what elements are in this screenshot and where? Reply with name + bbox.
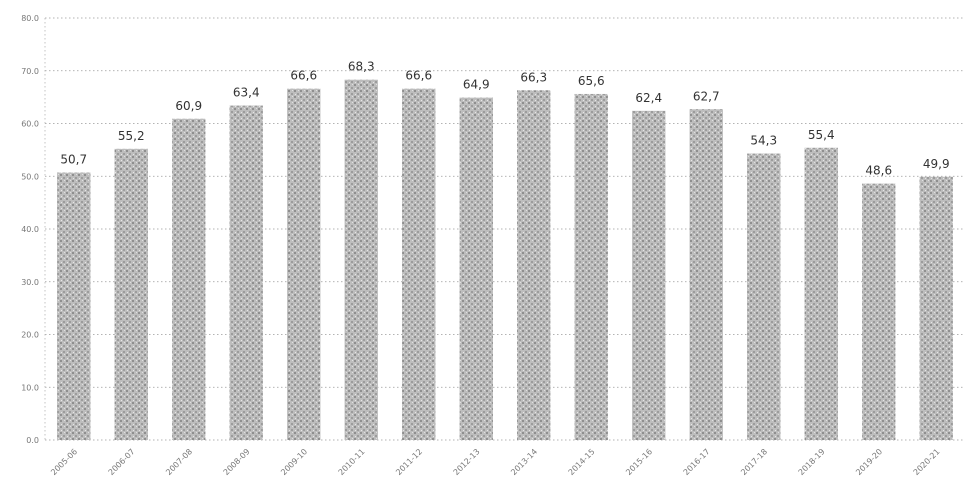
y-tick-label: 80.0 (21, 14, 39, 23)
y-axis: 0.0 10.0 20.0 30.0 40.0 50.0 60.0 70.0 80.0 (21, 14, 46, 445)
bar (517, 90, 551, 440)
x-tick-label: 2018-19 (797, 447, 827, 477)
data-label: 62,4 (635, 91, 662, 105)
bar (172, 118, 206, 440)
y-tick-label: 30.0 (21, 278, 39, 287)
bar (919, 176, 953, 440)
y-tick-label: 0.0 (26, 436, 39, 445)
bar (632, 110, 666, 440)
y-tick-label: 70.0 (21, 67, 39, 76)
bar (689, 109, 723, 440)
x-tick-label: 2012-13 (452, 447, 482, 477)
data-label: 68,3 (348, 60, 375, 74)
x-axis: 2005-06 2006-07 2007-08 2008-09 2009-10 2010-… (49, 447, 942, 477)
bar (114, 148, 148, 440)
data-label: 65,6 (578, 74, 605, 88)
x-tick-label: 2005-06 (49, 447, 79, 477)
bar (287, 88, 321, 440)
data-label: 55,2 (118, 129, 145, 143)
data-label: 66,6 (405, 69, 432, 83)
data-label: 49,9 (923, 157, 950, 171)
x-tick-label: 2013-14 (509, 447, 539, 477)
bar (804, 147, 838, 440)
data-label: 66,3 (520, 70, 547, 84)
bar (459, 97, 493, 440)
bar (229, 105, 263, 440)
bar (57, 172, 91, 440)
y-tick-label: 10.0 (21, 383, 39, 392)
y-tick-label: 60.0 (21, 120, 39, 129)
x-tick-label: 2019-20 (854, 447, 884, 477)
data-label: 50,7 (60, 153, 87, 167)
data-label: 55,4 (808, 128, 835, 142)
y-tick-label: 50.0 (21, 172, 39, 181)
data-label: 66,6 (290, 69, 317, 83)
data-label: 48,6 (865, 164, 892, 178)
data-label: 62,7 (693, 89, 720, 103)
data-label: 63,4 (233, 86, 260, 100)
y-tick-label: 40.0 (21, 225, 39, 234)
bar (402, 88, 436, 440)
x-tick-label: 2010-11 (337, 447, 367, 477)
x-tick-label: 2007-08 (164, 447, 194, 477)
x-tick-label: 2014-15 (567, 447, 597, 477)
x-tick-label: 2008-09 (222, 447, 252, 477)
bar (862, 183, 896, 440)
bar (574, 93, 608, 441)
x-tick-label: 2006-07 (107, 447, 137, 477)
x-tick-label: 2011-12 (394, 447, 424, 477)
data-label: 60,9 (175, 99, 202, 113)
bar (344, 79, 378, 440)
data-labels: 50,7 55,2 60,9 63,4 66,6 68,3 66,6 64,9 66,3 65,6… (60, 60, 949, 178)
data-label: 54,3 (750, 134, 777, 148)
x-tick-label: 2015-16 (624, 447, 654, 477)
x-tick-label: 2017-18 (739, 447, 769, 477)
bars (57, 79, 953, 441)
bar (747, 153, 781, 440)
y-tick-label: 20.0 (21, 331, 39, 340)
x-tick-label: 2016-17 (682, 447, 712, 477)
x-tick-label: 2009-10 (279, 447, 309, 477)
data-label: 64,9 (463, 78, 490, 92)
x-tick-label: 2020-21 (912, 447, 942, 477)
